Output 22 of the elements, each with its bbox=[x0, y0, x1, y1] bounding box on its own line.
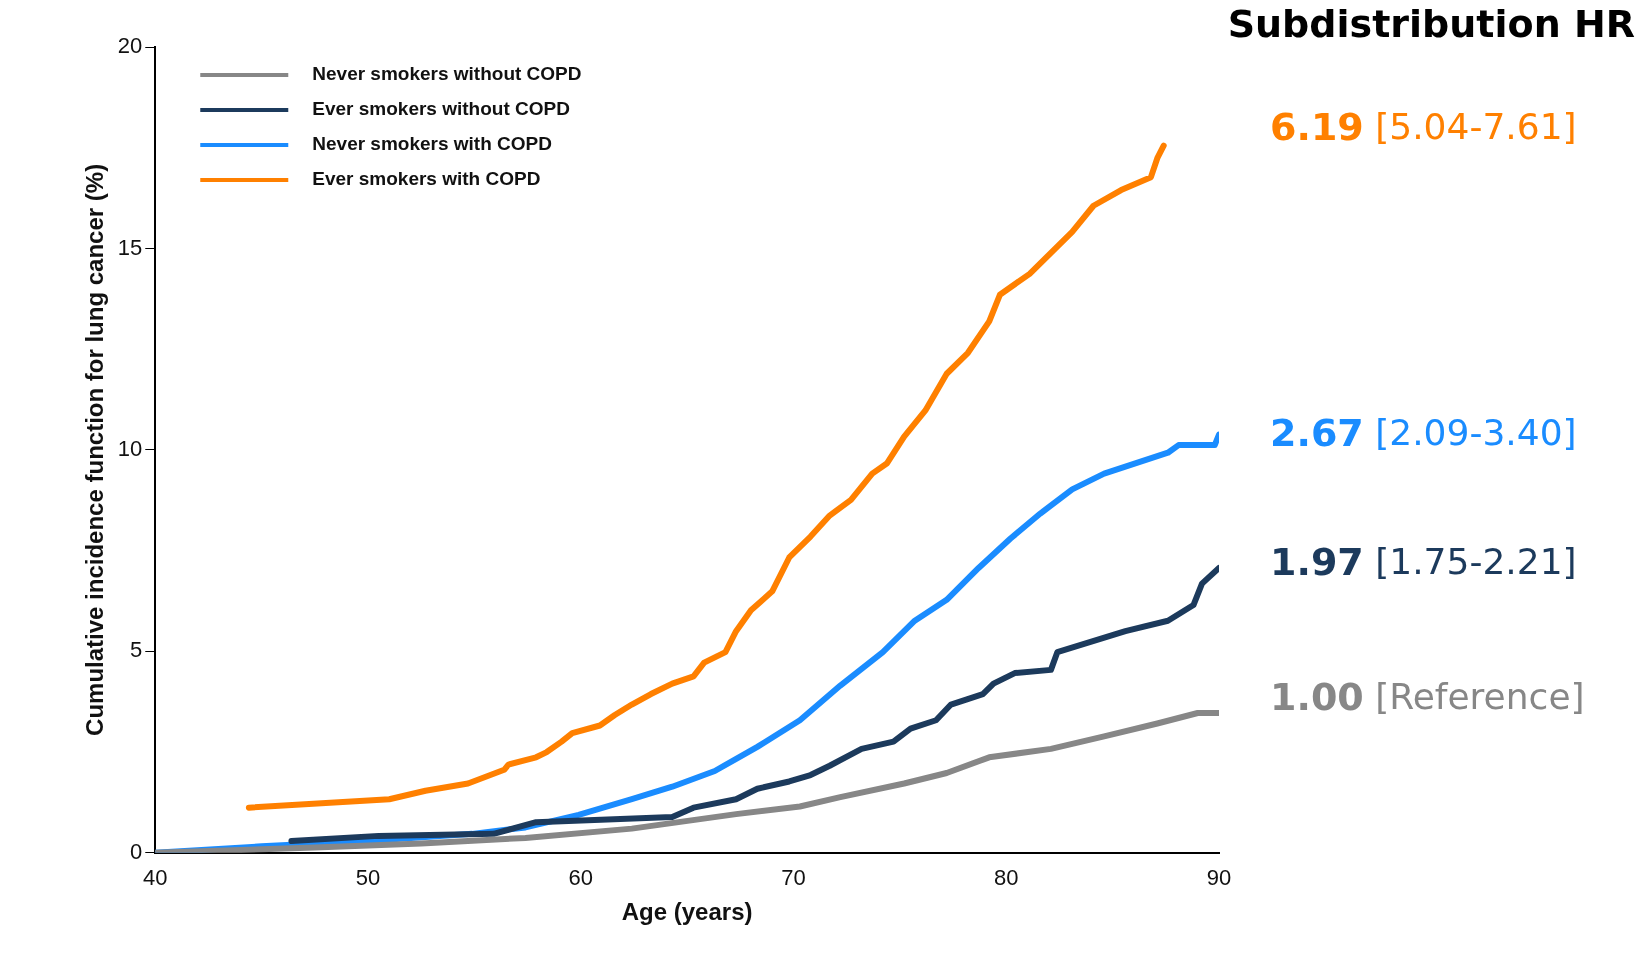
legend-label: Ever smokers without COPD bbox=[312, 98, 570, 120]
x-axis-title: Age (years) bbox=[621, 898, 753, 926]
legend-label: Never smokers without COPD bbox=[312, 63, 582, 85]
x-tick-label: 90 bbox=[1206, 865, 1232, 891]
y-axis-title: Cumulative incidence function for lung cancer (%) bbox=[81, 163, 109, 736]
legend-label: Never smokers with COPD bbox=[312, 133, 552, 155]
y-tick-label: 20 bbox=[117, 33, 143, 59]
x-tick-label: 80 bbox=[994, 865, 1019, 891]
text: 1.97 [1.75-2.21] bbox=[1270, 539, 1577, 584]
x-tick-label: 40 bbox=[143, 865, 168, 891]
x-tick-label: 60 bbox=[568, 865, 593, 891]
text: 6.19 [5.04-7.61] bbox=[1270, 104, 1577, 149]
text: 1.00 [Reference] bbox=[1270, 674, 1585, 719]
text: 2.67 [2.09-3.40] bbox=[1270, 410, 1577, 455]
y-tick-label: 0 bbox=[130, 838, 143, 864]
y-tick-label: 10 bbox=[117, 435, 143, 461]
text: Subdistribution HR bbox=[1227, 1, 1635, 46]
x-tick-label: 70 bbox=[781, 865, 806, 891]
legend-label: Ever smokers with COPD bbox=[312, 168, 541, 190]
x-tick-label: 50 bbox=[355, 865, 381, 891]
y-tick-label: 15 bbox=[117, 234, 143, 260]
y-tick-label: 5 bbox=[130, 637, 143, 663]
